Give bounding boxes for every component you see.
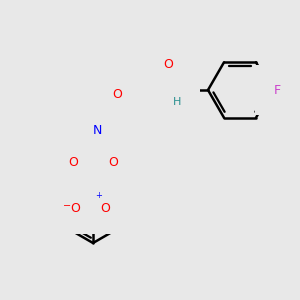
Text: O: O [100, 202, 110, 215]
Text: O: O [133, 106, 143, 119]
Text: S: S [88, 155, 98, 169]
Text: O: O [112, 88, 122, 101]
Text: H: H [124, 105, 132, 115]
Text: O: O [108, 155, 118, 169]
Text: N: N [88, 194, 98, 208]
Text: O: O [68, 155, 78, 169]
Text: +: + [96, 191, 102, 200]
Text: O: O [163, 58, 173, 71]
Text: F: F [273, 83, 280, 97]
Text: −: − [63, 201, 71, 211]
Text: N: N [123, 94, 133, 106]
Text: N: N [92, 124, 102, 136]
Text: O: O [70, 202, 80, 215]
Text: H: H [173, 97, 181, 107]
Text: N: N [172, 83, 182, 97]
